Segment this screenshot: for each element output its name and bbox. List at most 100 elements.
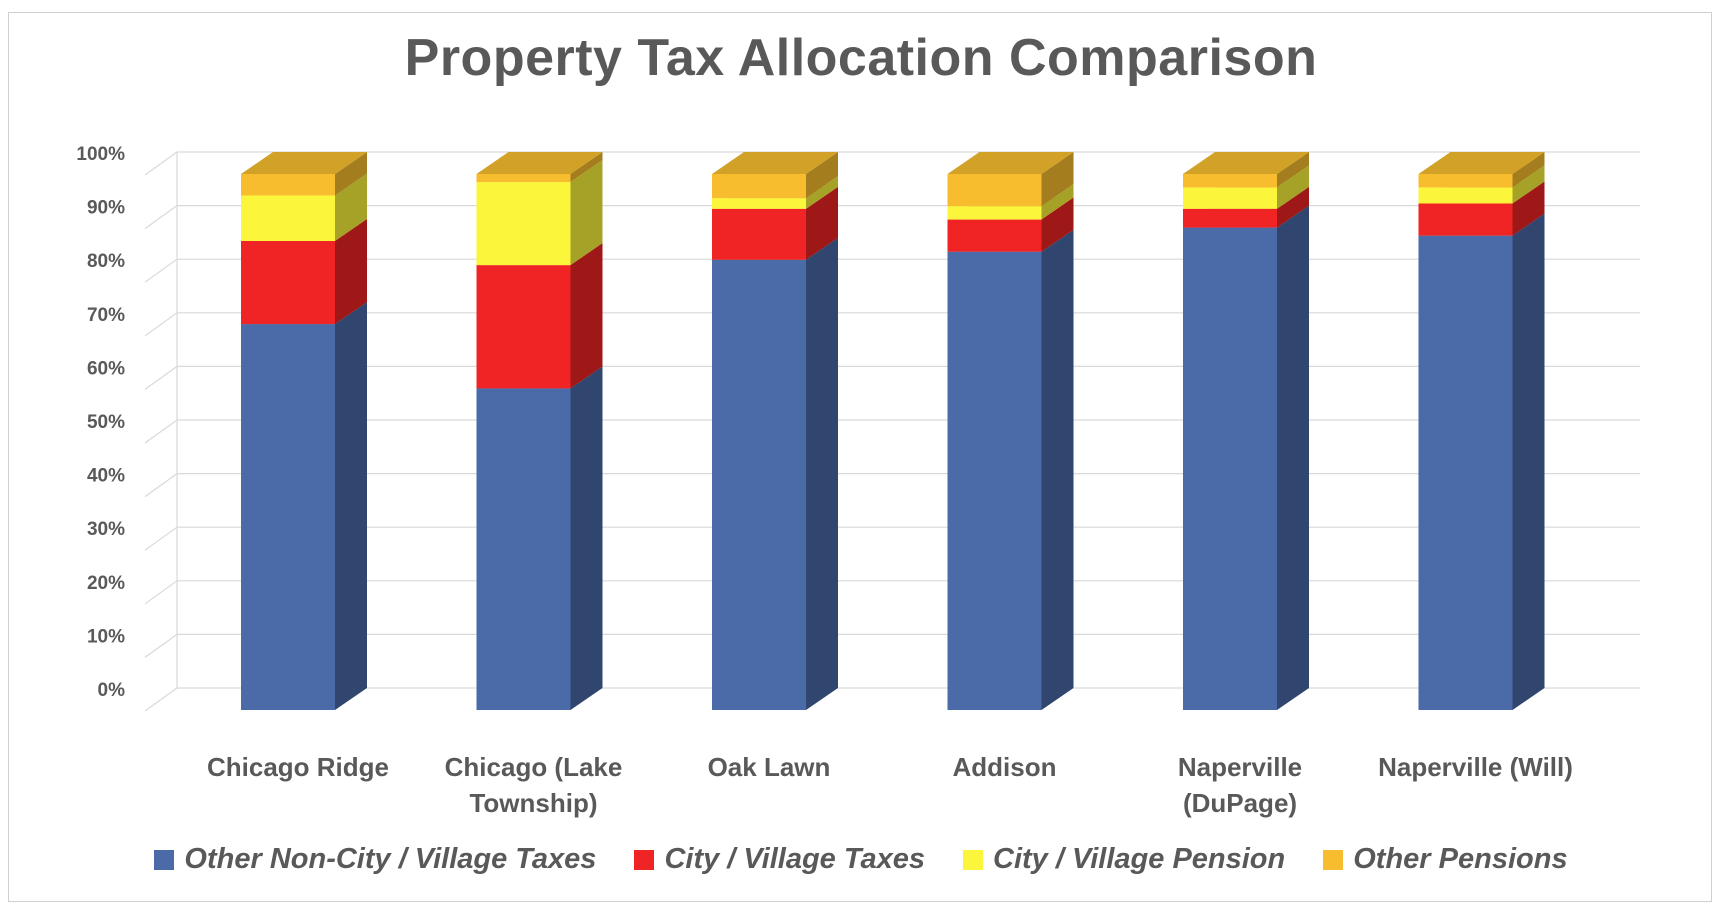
bar-segment-side <box>1512 181 1545 236</box>
bar-segment-side <box>570 160 603 266</box>
bar-segment-front <box>476 182 571 266</box>
bar-segment-front <box>241 241 335 325</box>
bar-segment-front <box>712 208 806 260</box>
gridline-depth <box>144 365 178 390</box>
bars <box>241 152 1545 710</box>
bar-segment-front <box>1183 227 1277 710</box>
bar-segment-side <box>1041 229 1074 710</box>
gridline-depth <box>144 258 178 283</box>
x-category-label: Oak Lawn <box>708 752 831 782</box>
gridline-depth <box>144 312 178 337</box>
bar-segment-top <box>947 152 1074 174</box>
bar-segment-front <box>712 198 806 209</box>
bar-stack <box>1418 152 1545 710</box>
bar-segment-front <box>947 219 1042 252</box>
gridline-depth <box>144 151 178 176</box>
bar-segment <box>712 152 838 199</box>
bar-segment-top <box>712 152 838 174</box>
bar-segment-top <box>476 152 603 174</box>
legend-item: City / Village Taxes <box>634 843 925 876</box>
y-axis-ticks: 0% 10% 20% 30% 40% 50% 60% 70% 80% 90% 100% <box>76 144 125 701</box>
y-tick-label: 80% <box>87 251 125 272</box>
bar-segment-side <box>806 237 838 710</box>
bar-segment-side <box>1277 165 1309 209</box>
bar-segment <box>947 229 1074 710</box>
bar-segment-top <box>1183 152 1309 174</box>
bar-segment <box>476 152 603 183</box>
bar-segment-side <box>1277 205 1309 710</box>
bar-segment-front <box>947 206 1042 220</box>
legend-swatch <box>963 849 984 870</box>
bar-segment-front <box>712 174 806 199</box>
bar-segment-front <box>1183 208 1277 228</box>
bar-segment-front <box>712 259 806 710</box>
gridline-depth <box>144 687 178 712</box>
gridlines <box>144 151 1640 712</box>
bar-segment-front <box>1183 174 1277 188</box>
bar-segment-front <box>241 324 335 710</box>
y-tick-label: 60% <box>87 358 125 379</box>
bar-segment <box>241 302 367 710</box>
bar-segment-side <box>335 152 367 196</box>
y-tick-label: 10% <box>87 626 125 647</box>
bar-segment-side <box>1277 152 1309 188</box>
bar-segment <box>241 152 367 196</box>
x-category-label: Chicago Ridge <box>207 752 389 782</box>
bar-segment-front <box>1183 187 1277 209</box>
bar-segment-front <box>1418 235 1513 710</box>
x-category-label: Addison <box>953 752 1057 782</box>
y-tick-label: 40% <box>87 466 125 487</box>
y-tick-label: 50% <box>87 412 125 433</box>
gridline-depth <box>144 419 178 444</box>
bar-segment-front <box>1418 187 1513 204</box>
bar-segment-side <box>1277 186 1309 228</box>
y-tick-label: 30% <box>87 519 125 540</box>
bar-segment-side <box>1041 184 1074 220</box>
bar-segment-side <box>570 152 603 183</box>
bar-stack <box>947 152 1074 710</box>
bar-segment-front <box>1418 174 1513 188</box>
bar-segment-side <box>570 243 603 389</box>
bar-segment <box>1418 213 1545 710</box>
bar-segment-front <box>947 174 1042 207</box>
bar-segment-side <box>806 152 838 199</box>
bar-segment-front <box>241 195 335 241</box>
bar-segment <box>1183 205 1309 710</box>
bar-segment-front <box>476 388 571 710</box>
x-category-label: Naperville (DuPage) <box>1178 752 1302 818</box>
legend-swatch <box>1323 849 1344 870</box>
bar-segment-side <box>806 176 838 209</box>
bar-segment-side <box>806 186 838 260</box>
bar-segment-side <box>570 366 603 710</box>
legend-item: Other Pensions <box>1323 843 1568 876</box>
bar-segment-side <box>1512 213 1545 710</box>
y-tick-label: 70% <box>87 305 125 326</box>
bar-segment-front <box>476 174 571 183</box>
bar-segment-side <box>1512 165 1545 204</box>
bar-segment-top <box>1418 152 1545 174</box>
bar-segment-top <box>241 152 367 174</box>
bar-segment <box>712 237 838 710</box>
legend-label: Other Non-City / Village Taxes <box>184 843 597 875</box>
bar-segment-front <box>476 265 571 389</box>
gridline-depth <box>144 580 178 605</box>
legend-swatch <box>154 849 175 870</box>
gridline-depth <box>144 205 178 230</box>
bar-stack <box>241 152 367 710</box>
bar-segment <box>476 366 603 710</box>
bar-segment-side <box>335 219 367 325</box>
bar-segment-side <box>1512 152 1545 188</box>
gridline-depth <box>144 633 178 658</box>
bar-segment <box>1418 152 1545 188</box>
bar-segment-front <box>1418 203 1513 236</box>
bar-segment <box>1183 152 1309 188</box>
legend-label: City / Village Taxes <box>664 843 926 875</box>
legend: Other Non-City / Village Taxes City / Vil… <box>0 843 1722 876</box>
gridline-depth <box>144 473 178 498</box>
bar-segment-side <box>1041 197 1074 252</box>
y-tick-label: 20% <box>87 573 125 594</box>
bar-segment-front <box>947 251 1042 710</box>
y-tick-label: 90% <box>87 198 125 219</box>
x-category-label: Chicago (Lake Township) <box>445 752 623 818</box>
